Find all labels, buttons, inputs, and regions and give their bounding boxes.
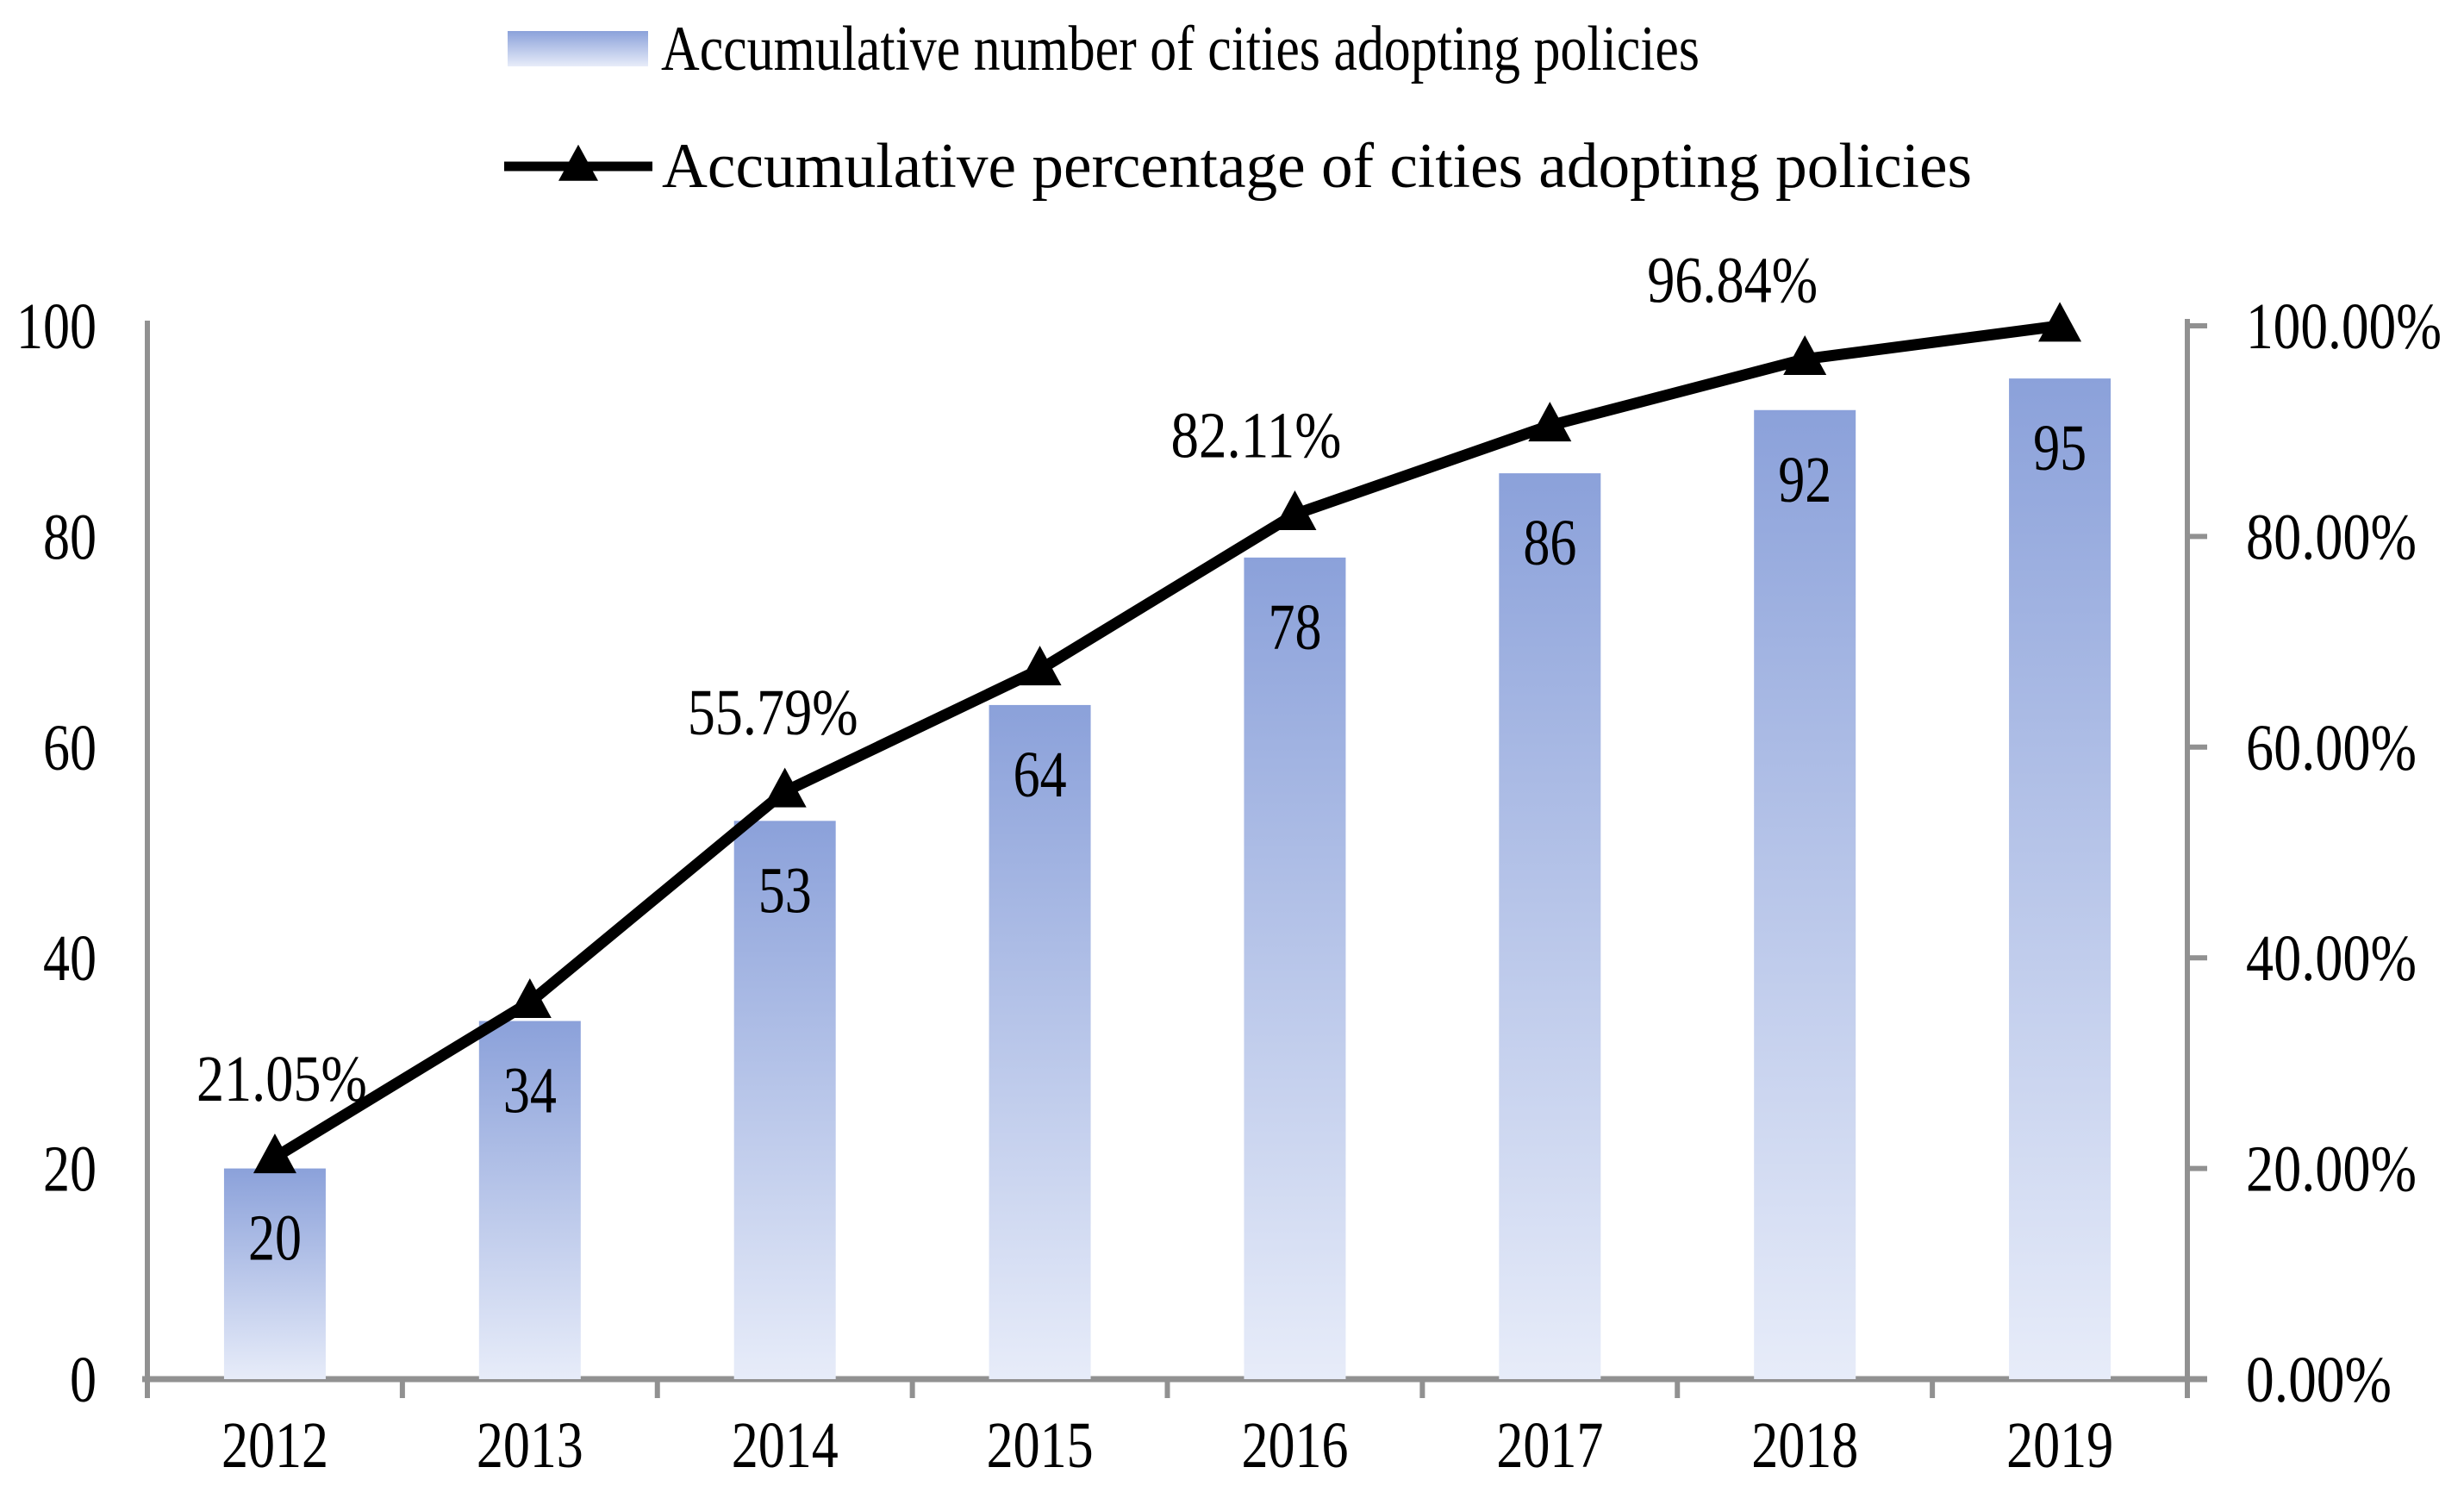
left-axis-tick-label: 80	[43, 501, 97, 573]
x-axis-tick-label: 2015	[987, 1409, 1094, 1482]
right-axis-tick-label: 100.00%	[2246, 290, 2442, 363]
bar-2013	[478, 1021, 581, 1379]
percent-annotation: 82.11%	[1170, 400, 1341, 472]
right-axis-tick-label: 80.00%	[2246, 501, 2417, 573]
line-marker-triangle	[1018, 646, 1062, 686]
x-axis-tick-label: 2018	[1751, 1409, 1858, 1482]
bar-2014	[733, 821, 836, 1379]
legend-bar-swatch	[508, 31, 648, 66]
x-axis-tick-label: 2013	[477, 1409, 583, 1482]
left-axis-tick-label: 20	[43, 1133, 97, 1206]
line-marker-triangle	[1783, 335, 1827, 376]
left-axis-tick-label: 0	[70, 1344, 97, 1416]
right-axis-tick-label: 20.00%	[2246, 1133, 2417, 1206]
bar-value-label: 64	[1014, 739, 1067, 811]
percent-annotation: 21.05%	[196, 1043, 367, 1115]
x-axis-tick-label: 2019	[2006, 1409, 2113, 1482]
legend-line-label: Accumulative percentage of cities adopti…	[662, 131, 1972, 202]
bar-value-label: 34	[503, 1055, 557, 1127]
left-axis-tick-label: 40	[43, 922, 97, 995]
bar-2016	[1244, 557, 1346, 1379]
x-axis-tick-label: 2012	[221, 1409, 328, 1482]
x-axis-tick-label: 2016	[1241, 1409, 1348, 1482]
line-marker-triangle	[508, 978, 552, 1019]
left-axis-tick-label: 60	[43, 712, 97, 784]
bar-value-label: 78	[1268, 591, 1321, 664]
percentage-line	[271, 320, 2061, 1163]
percent-annotation: 96.84%	[1647, 245, 1818, 317]
percent-annotation: 55.79%	[688, 677, 858, 749]
right-axis-tick-label: 60.00%	[2246, 712, 2417, 784]
legend-line-marker-triangle	[558, 144, 598, 181]
line-marker-triangle	[763, 767, 807, 808]
right-axis-tick-label: 40.00%	[2246, 922, 2417, 995]
bar-value-label: 20	[248, 1202, 302, 1275]
legend-bar-label: Accumulative number of cities adopting p…	[661, 14, 1700, 84]
bar-2018	[1754, 409, 1856, 1379]
x-axis-tick-label: 2017	[1496, 1409, 1603, 1482]
bar-2012	[223, 1168, 326, 1379]
bar-value-label: 53	[758, 854, 812, 927]
bar-2015	[989, 704, 1091, 1379]
bar-2019	[2009, 378, 2112, 1380]
left-axis-tick-label: 100	[16, 290, 97, 363]
bar-value-label: 95	[2033, 412, 2087, 484]
bar-value-label: 86	[1523, 507, 1576, 579]
line-marker-triangle	[2038, 302, 2082, 342]
right-axis-tick-label: 0.00%	[2246, 1344, 2392, 1416]
line-marker-triangle	[1528, 402, 1572, 442]
bar-2017	[1499, 473, 1601, 1379]
line-marker-triangle	[253, 1133, 296, 1174]
bar-value-label: 92	[1778, 444, 1831, 516]
line-marker-triangle	[1273, 490, 1317, 531]
x-axis-tick-label: 2014	[732, 1409, 839, 1482]
